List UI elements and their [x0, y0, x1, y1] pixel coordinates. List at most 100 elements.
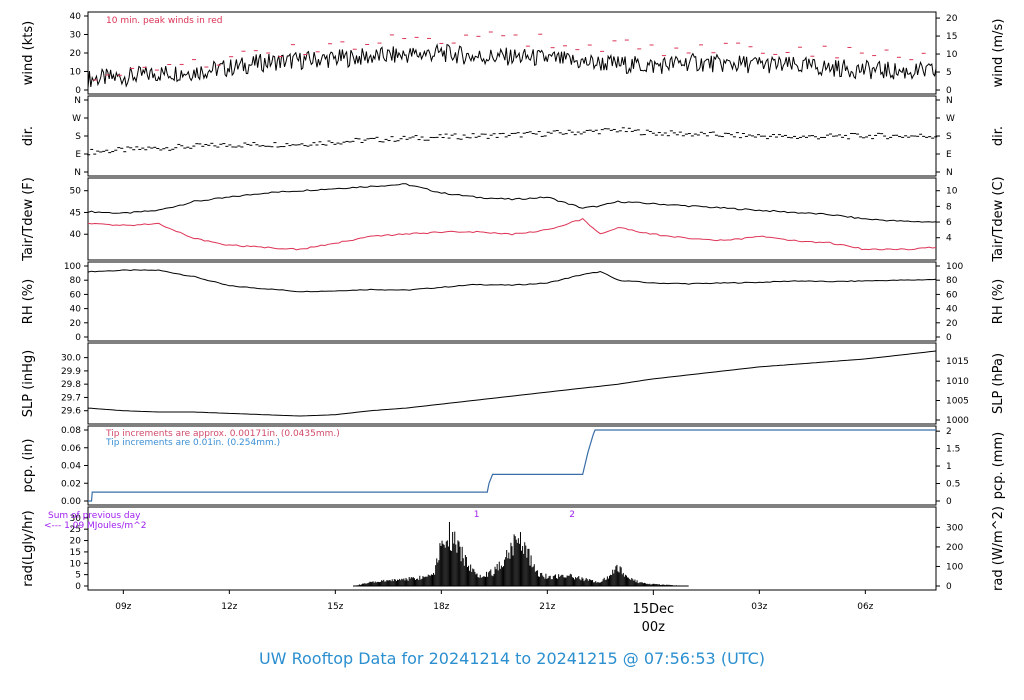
right-tick-label: 20: [946, 14, 958, 24]
left-tick-label: 10: [70, 68, 82, 78]
left-tick-label: 5: [75, 571, 81, 581]
left-tick-label: 15: [70, 548, 81, 558]
radiation-marker: 2: [569, 510, 575, 520]
y-axis-label-right: wind (m/s): [991, 19, 1006, 88]
chart-title: UW Rooftop Data for 20241214 to 20241215…: [259, 649, 765, 668]
right-tick-label: 300: [946, 523, 963, 533]
left-tick-label: W: [72, 114, 81, 124]
left-tick-label: 0.00: [61, 497, 81, 507]
left-tick-label: E: [75, 150, 81, 160]
y-axis-label-left: RH (%): [21, 279, 36, 324]
series-line-rh: [87, 269, 937, 293]
left-tick-label: 0.02: [61, 479, 81, 489]
right-tick-label: 1005: [946, 396, 969, 406]
left-tick-label: 40: [70, 305, 82, 315]
left-tick-label: 29.7: [61, 393, 81, 403]
time-tick-label: 18z: [433, 602, 449, 612]
precip-note-2: Tip increments are 0.01in. (0.254mm.): [105, 438, 280, 448]
right-tick-label: 1.5: [946, 445, 960, 455]
left-tick-label: 10: [70, 559, 82, 569]
right-tick-label: N: [946, 96, 953, 106]
right-tick-label: 4: [946, 234, 952, 244]
left-tick-label: 0: [75, 582, 81, 592]
right-tick-label: 1010: [946, 377, 969, 387]
left-tick-label: 0.06: [61, 444, 81, 454]
right-tick-label: 100: [946, 562, 963, 572]
y-axis-label-right: dir.: [991, 126, 1006, 146]
radiation-marker: 1: [474, 510, 480, 520]
y-axis-label-right: pcp. (mm): [991, 432, 1006, 499]
radiation-note-1: Sum of previous day: [48, 511, 141, 521]
right-tick-label: 0.5: [946, 480, 960, 490]
panel-pcp: 0.00 0.02 0.04 0.06 0.08 0 0.5 1 1.5 2 pcp. (in) pc…: [21, 425, 1006, 507]
y-axis-label-left: SLP (inHg): [21, 350, 36, 418]
y-axis-label-right: rad (W/m^2): [991, 506, 1006, 591]
date-hour-label: 00z: [642, 620, 666, 635]
time-axis: 09z 12z 15z 18z 21z 03z 06z: [115, 590, 874, 612]
right-tick-label: 0: [946, 497, 952, 507]
right-tick-label: 1: [946, 462, 952, 472]
series-line-temp: [87, 217, 937, 251]
left-tick-label: S: [75, 132, 81, 142]
panel-frame: [87, 261, 937, 342]
left-tick-label: N: [74, 96, 81, 106]
radiation-note-2: <--- 1.09 MJoules/m^2: [44, 521, 146, 531]
time-tick-label: 12z: [221, 602, 237, 612]
panel-frame: [87, 342, 937, 425]
right-tick-label: N: [946, 168, 953, 178]
panel-rh: 0 20 40 60 80 100 0 20 40 60 80 100 RH (%) RH (%): [21, 261, 1006, 343]
right-tick-label: 2: [946, 427, 952, 437]
right-tick-label: 100: [946, 262, 963, 272]
right-tick-label: 80: [946, 276, 958, 286]
right-tick-label: 1015: [946, 357, 969, 367]
right-tick-label: 8: [946, 202, 952, 212]
right-tick-label: 5: [946, 68, 952, 78]
panel-temp: 40 45 50 4 6 8 10 Tair/Tdew (F) Tair/Tdew (C): [21, 176, 1006, 262]
left-tick-label: 60: [70, 290, 82, 300]
right-tick-label: E: [946, 150, 952, 160]
y-axis-label-left: pcp. (in): [21, 439, 36, 493]
y-axis-label-left: rad(Lgly/hr): [21, 510, 36, 586]
series-line-slp: [87, 350, 937, 417]
time-tick-label: 06z: [857, 602, 873, 612]
right-tick-label: 0: [946, 582, 952, 592]
precip-line: [88, 429, 936, 502]
right-tick-label: 1000: [946, 416, 969, 426]
left-tick-label: 29.8: [61, 380, 81, 390]
left-tick-label: 0: [75, 86, 81, 96]
wind-annotation: 10 min. peak winds in red: [106, 16, 223, 26]
panel-wind: 0 10 20 30 40 0 5 10 15 20 wind (kts) wind (m/s): [21, 11, 1006, 96]
left-tick-label: 20: [70, 49, 82, 59]
right-tick-label: 0: [946, 86, 952, 96]
right-tick-label: W: [946, 114, 955, 124]
series-line-wind: [87, 43, 937, 89]
y-axis-label-left: Tair/Tdew (F): [21, 177, 36, 262]
y-axis-label-right: SLP (hPa): [991, 353, 1006, 414]
time-tick-label: 21z: [539, 602, 555, 612]
right-tick-label: 0: [946, 333, 952, 343]
left-tick-label: 20: [70, 537, 82, 547]
y-axis-label-left: dir.: [21, 126, 36, 146]
y-axis-label-right: RH (%): [991, 279, 1006, 324]
left-tick-label: 100: [64, 262, 81, 272]
right-tick-label: 20: [946, 319, 958, 329]
left-tick-label: 0.04: [61, 462, 81, 472]
left-tick-label: 0.08: [61, 426, 81, 436]
left-tick-label: 29.6: [61, 407, 81, 417]
time-tick-label: 09z: [115, 602, 131, 612]
left-tick-label: 50: [70, 187, 82, 197]
series-line-temp: [87, 183, 937, 223]
right-tick-label: 60: [946, 290, 958, 300]
left-tick-label: 30.0: [61, 354, 81, 364]
y-axis-label-left: wind (kts): [21, 21, 36, 85]
left-tick-label: 20: [70, 319, 82, 329]
right-tick-label: 10: [946, 187, 958, 197]
precip-note-1: Tip increments are approx. 0.00171in. (0…: [105, 429, 340, 439]
date-label: 15Dec: [632, 602, 674, 617]
left-tick-label: 30: [70, 514, 82, 524]
left-tick-label: 0: [75, 333, 81, 343]
y-axis-label-right: Tair/Tdew (C): [991, 176, 1006, 262]
